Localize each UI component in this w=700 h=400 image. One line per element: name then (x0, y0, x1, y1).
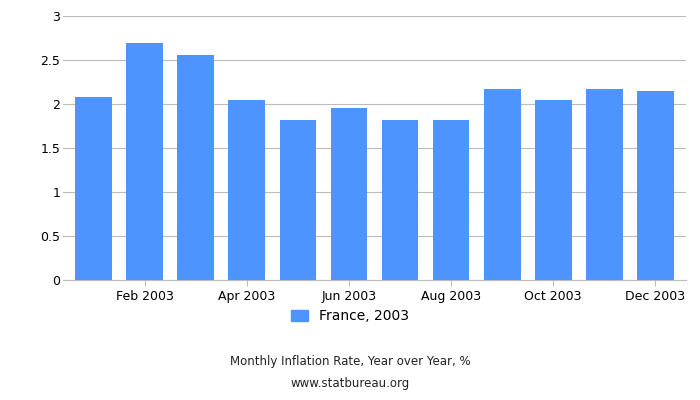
Bar (279, 120, 316, 280)
Bar (126, 43, 163, 280)
Bar (433, 120, 470, 280)
Bar (177, 55, 214, 280)
Bar (637, 91, 673, 280)
Text: www.statbureau.org: www.statbureau.org (290, 377, 410, 390)
Text: Monthly Inflation Rate, Year over Year, %: Monthly Inflation Rate, Year over Year, … (230, 356, 470, 368)
Bar (330, 108, 368, 280)
Bar (382, 120, 419, 280)
Bar (586, 89, 623, 280)
Bar (535, 100, 572, 280)
Bar (76, 97, 112, 280)
Bar (228, 100, 265, 280)
Bar (484, 89, 521, 280)
Legend: France, 2003: France, 2003 (291, 309, 409, 323)
